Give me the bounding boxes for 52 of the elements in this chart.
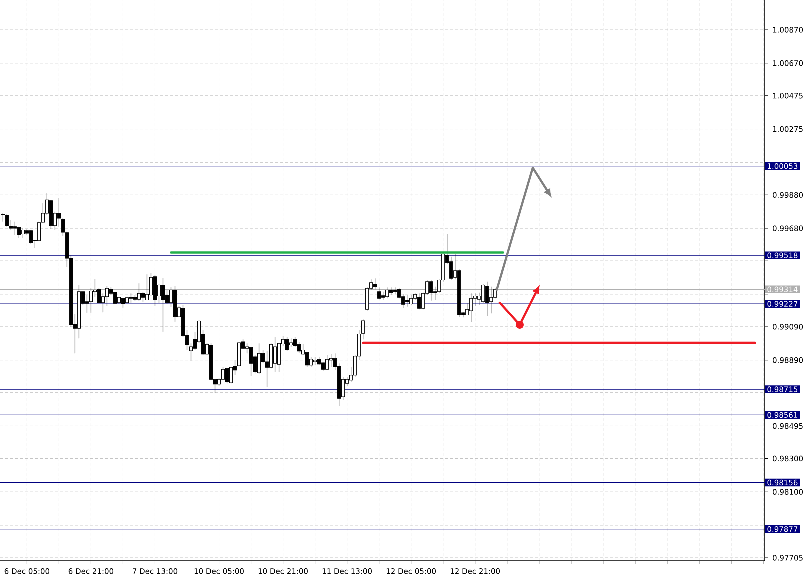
- candlestick: [374, 278, 378, 290]
- candlestick: [406, 294, 410, 308]
- candlestick: [105, 286, 109, 307]
- candlestick: [330, 354, 334, 368]
- candlestick: [310, 356, 314, 368]
- candlestick: [121, 298, 126, 308]
- candlestick: [402, 294, 406, 308]
- candlestick: [89, 288, 93, 314]
- candlestick: [249, 346, 254, 377]
- candlestick: [13, 222, 17, 236]
- candlestick: [362, 319, 366, 340]
- candlestick: [237, 342, 242, 367]
- candlestick: [57, 198, 61, 228]
- candlestick: [29, 230, 33, 245]
- candlestick: [486, 282, 490, 317]
- candlestick: [161, 278, 166, 332]
- candlestick: [5, 214, 9, 228]
- candlestick: [490, 286, 494, 314]
- candlestick: [85, 294, 89, 314]
- candlestick: [470, 293, 474, 322]
- candlestick: [326, 355, 330, 371]
- candlestick: [270, 343, 274, 369]
- candlestick: [322, 362, 326, 372]
- candlestick: [386, 287, 390, 299]
- candlestick: [482, 284, 486, 304]
- candlestick: [229, 366, 234, 384]
- candlestick: [378, 287, 382, 300]
- candlestick: [418, 293, 422, 310]
- candlestick: [137, 283, 142, 302]
- candlestick: [97, 288, 101, 304]
- candlestick: [366, 286, 370, 312]
- candlestick: [225, 368, 230, 384]
- candlestick: [278, 342, 282, 372]
- candlestick: [410, 294, 414, 306]
- candlestick: [294, 336, 298, 348]
- candlestick: [221, 366, 226, 381]
- candlestick: [274, 336, 278, 372]
- candlestick: [494, 288, 498, 299]
- candlestick: [113, 292, 118, 305]
- candlestick: [306, 352, 310, 368]
- candlestick: [153, 274, 158, 307]
- candlestick: [450, 256, 454, 281]
- candlestick: [141, 292, 146, 302]
- candlestick: [21, 228, 25, 239]
- candlestick: [149, 272, 154, 297]
- candlestick: [129, 293, 134, 304]
- candlestick: [430, 280, 434, 302]
- candlestick: [258, 343, 262, 375]
- candlestick: [189, 343, 194, 362]
- candlestick: [286, 336, 290, 352]
- candlestick: [145, 274, 150, 301]
- candlestick: [298, 342, 302, 354]
